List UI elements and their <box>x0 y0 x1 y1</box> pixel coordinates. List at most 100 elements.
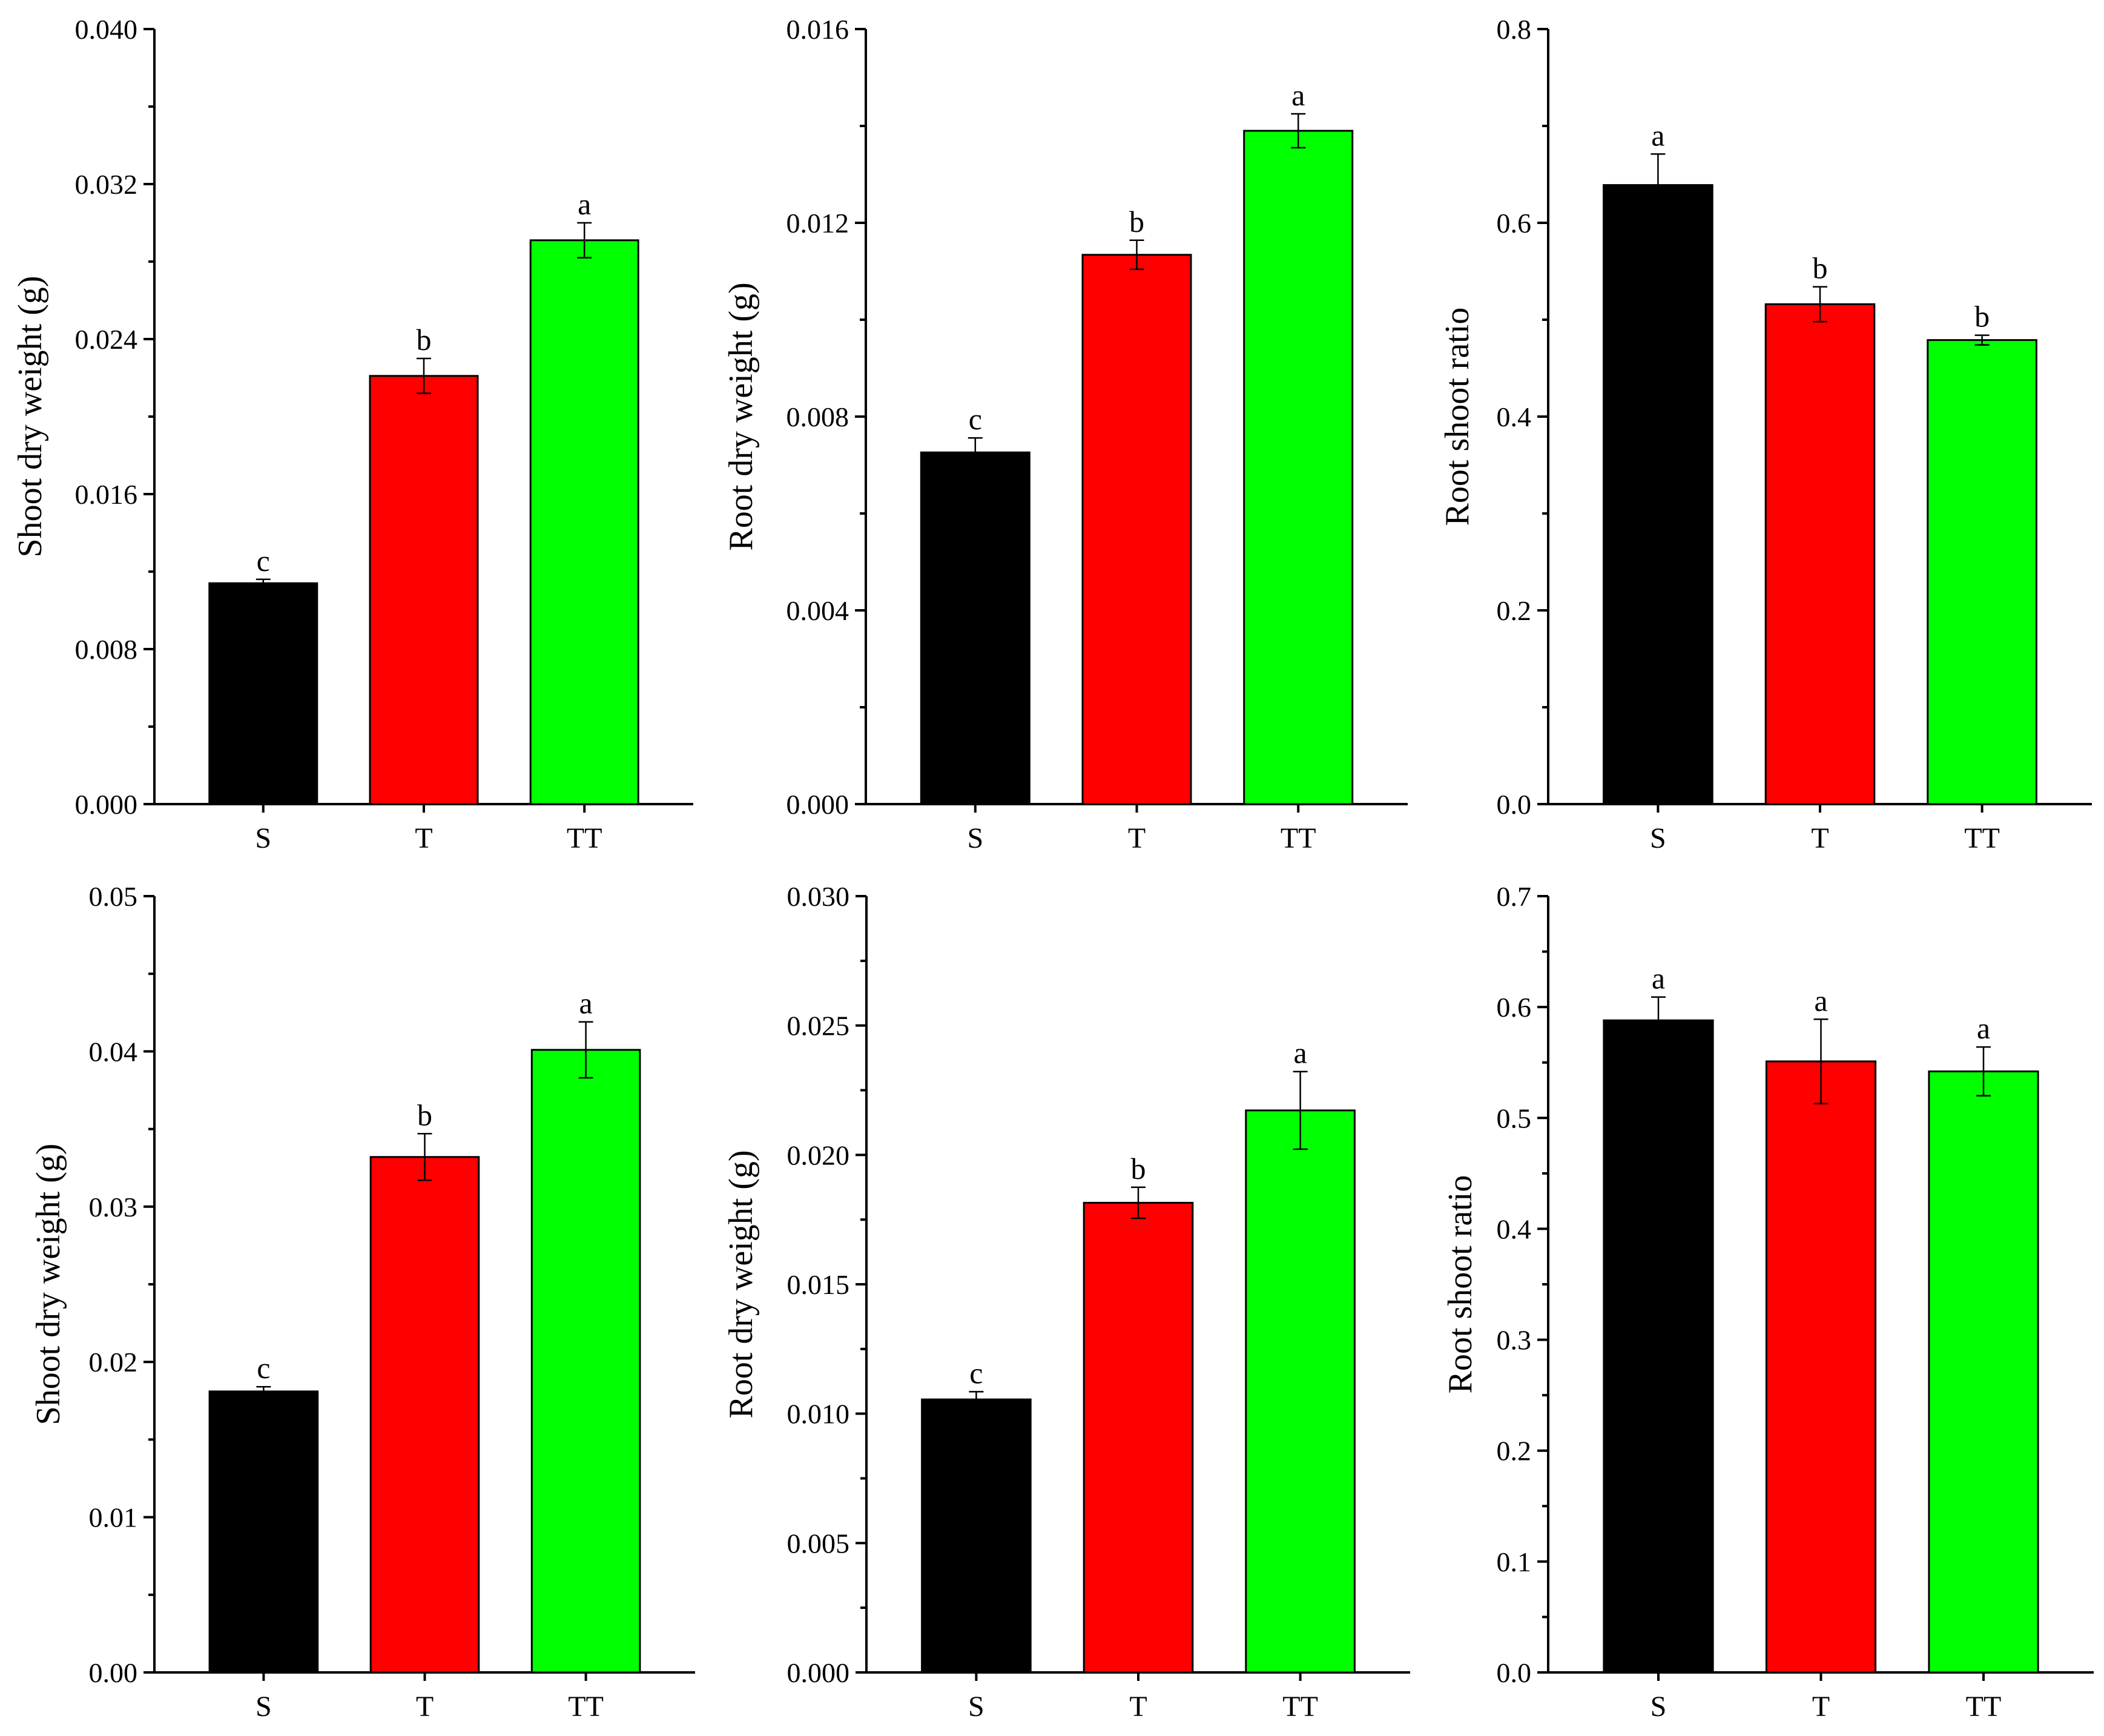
significance-letter: a <box>1291 78 1305 112</box>
bar-T <box>1765 1060 1877 1674</box>
y-tick-label: 0.7 <box>1497 881 1532 912</box>
significance-letter: a <box>578 187 591 221</box>
x-tick-label: T <box>1811 822 1829 854</box>
y-tick-label: 0.6 <box>1497 208 1532 239</box>
bar-TT <box>530 1049 641 1674</box>
significance-letter: c <box>257 544 270 578</box>
bar-TT <box>1243 130 1354 805</box>
chart-panel-5: 0.000 0.005 0.010 0.015 0.020 0.025 0.030 Root … <box>722 881 1410 1723</box>
y-tick-label: 0.04 <box>89 1036 138 1067</box>
significance-letter: a <box>1651 118 1664 152</box>
y-tick-label: 0.05 <box>89 881 138 912</box>
y-tick-label: 0.8 <box>1497 14 1532 45</box>
bar-TT <box>1927 339 2037 805</box>
y-tick-label: 0.030 <box>787 881 850 912</box>
x-tick-label: TT <box>1966 1691 2002 1723</box>
x-tick-label: T <box>416 1691 434 1723</box>
significance-letter: b <box>417 1098 432 1132</box>
bar-S <box>1603 184 1713 805</box>
y-tick-label: 0.020 <box>787 1140 850 1170</box>
y-tick-label: 0.0 <box>1497 1657 1532 1688</box>
x-tick-label: TT <box>568 1691 604 1723</box>
bar-T <box>1764 303 1876 805</box>
y-tick-label: 0.4 <box>1497 401 1532 432</box>
bar-T <box>1083 1201 1194 1674</box>
x-tick-label: S <box>967 822 983 854</box>
significance-letter: a <box>1814 983 1827 1017</box>
significance-letter: a <box>579 986 593 1020</box>
y-tick-label: 0.000 <box>787 1657 850 1688</box>
y-tick-label: 0.016 <box>75 479 138 510</box>
y-tick-label: 0.005 <box>787 1528 850 1559</box>
significance-letter: c <box>257 1351 270 1385</box>
chart-panel-6: 0.0 0.1 0.2 0.3 0.4 0.5 0.6 0.7 Root shoot ratio… <box>1442 881 2094 1723</box>
y-tick-label: 0.012 <box>787 208 849 239</box>
x-tick-label: S <box>255 822 271 854</box>
significance-letter: a <box>1977 1011 1990 1045</box>
x-tick-label: T <box>1129 1691 1147 1723</box>
y-tick-label: 0.00 <box>89 1657 138 1688</box>
y-tick-label: 0.024 <box>75 324 138 355</box>
x-tick-label: T <box>1128 822 1146 854</box>
y-axis-title: Shoot dry weight (g) <box>12 276 49 557</box>
x-tick-label: TT <box>1281 822 1316 854</box>
y-tick-label: 0.000 <box>787 789 849 820</box>
x-tick-label: T <box>415 822 432 854</box>
y-tick-label: 0.3 <box>1497 1325 1532 1356</box>
y-tick-label: 0.4 <box>1497 1213 1532 1244</box>
bar-T <box>369 1156 480 1674</box>
significance-letter: b <box>1129 205 1144 239</box>
significance-letter: b <box>1974 300 1990 334</box>
y-axis-title: Root dry weight (g) <box>722 282 760 550</box>
y-tick-label: 0.5 <box>1497 1103 1532 1134</box>
y-tick-label: 0.02 <box>89 1347 138 1378</box>
bar-S <box>1603 1019 1714 1674</box>
y-tick-label: 0.040 <box>75 14 138 45</box>
bar-S <box>208 582 318 805</box>
x-tick-label: S <box>256 1691 272 1723</box>
bar-TT <box>529 239 639 805</box>
y-tick-label: 0.2 <box>1497 1436 1532 1467</box>
significance-letter: b <box>1813 251 1828 285</box>
x-tick-label: TT <box>1964 822 2000 854</box>
bar-S <box>921 1398 1032 1674</box>
significance-letter: a <box>1294 1036 1307 1070</box>
chart-panel-3: 0.0 0.2 0.4 0.6 0.8 Root shoot ratio a Sb Tb TT <box>1439 14 2092 854</box>
y-tick-label: 0.010 <box>787 1399 850 1430</box>
chart-panel-2: 0.000 0.004 0.008 0.012 0.016 Root dry weight… <box>722 14 1408 854</box>
y-tick-label: 0.03 <box>89 1192 138 1223</box>
y-axis-title: Root shoot ratio <box>1442 1175 1479 1394</box>
bar-T <box>369 375 479 805</box>
y-tick-label: 0.000 <box>75 789 138 820</box>
x-tick-label: T <box>1812 1691 1830 1723</box>
bar-TT <box>1245 1109 1356 1674</box>
bar-S <box>208 1390 319 1674</box>
y-tick-label: 0.6 <box>1497 992 1532 1023</box>
y-axis-title: Root shoot ratio <box>1439 308 1476 526</box>
x-tick-label: S <box>1650 822 1666 854</box>
y-tick-label: 0.004 <box>787 595 849 626</box>
y-tick-label: 0.2 <box>1497 595 1532 626</box>
x-tick-label: S <box>1651 1691 1667 1723</box>
bar-S <box>920 451 1031 805</box>
y-tick-label: 0.0 <box>1497 789 1532 820</box>
x-tick-label: TT <box>1282 1691 1318 1723</box>
bar-TT <box>1928 1070 2039 1674</box>
significance-letter: a <box>1652 962 1665 995</box>
y-tick-label: 0.032 <box>75 169 138 200</box>
chart-panel-1: 0.000 0.008 0.016 0.024 0.032 0.040 Shoot dry … <box>12 14 693 854</box>
significance-letter: c <box>969 1356 983 1390</box>
y-tick-label: 0.016 <box>787 14 849 45</box>
significance-letter: b <box>417 323 432 357</box>
y-tick-label: 0.015 <box>787 1269 850 1300</box>
x-tick-label: TT <box>567 822 602 854</box>
chart-panel-4: 0.00 0.01 0.02 0.03 0.04 0.05 Shoot dry weight… <box>30 881 695 1723</box>
significance-letter: b <box>1131 1152 1146 1186</box>
y-tick-label: 0.008 <box>787 401 849 432</box>
y-tick-label: 0.1 <box>1497 1546 1532 1577</box>
y-tick-label: 0.008 <box>75 634 138 665</box>
bar-T <box>1081 254 1192 805</box>
y-axis-title: Shoot dry weight (g) <box>30 1143 67 1425</box>
y-axis-title: Root dry weight (g) <box>722 1150 760 1418</box>
